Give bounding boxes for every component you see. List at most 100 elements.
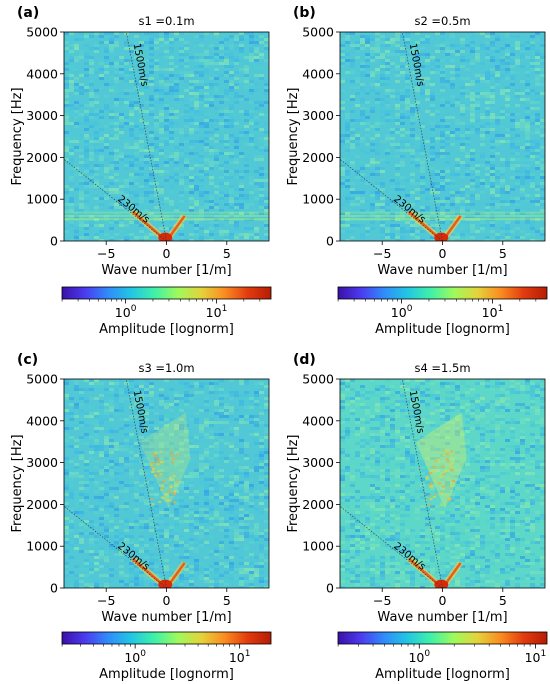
speed-line (126, 379, 167, 588)
colorbar-tick-exp: 1 (498, 304, 504, 314)
colorbar-tick-exp: 1 (540, 649, 546, 659)
hot-spot (158, 579, 173, 588)
colorbar-label: Amplitude [lognorm] (99, 322, 234, 337)
spectrogram-image (64, 379, 269, 588)
panel-title: s3 =1.0m (138, 361, 194, 375)
y-tick-label: 1000 (26, 539, 58, 554)
y-tick-label: 4000 (302, 413, 334, 428)
colorbar-tick-label: 100 (115, 304, 137, 320)
colorbar-gradient (61, 631, 272, 645)
y-tick-label: 0 (50, 581, 58, 596)
speed-line (340, 506, 443, 588)
colorbar-label: Amplitude [lognorm] (375, 667, 510, 682)
x-tick-label: −5 (373, 246, 391, 261)
colorbar-gradient (337, 631, 548, 645)
colorbar-tick-label: 100 (408, 649, 430, 665)
x-tick-label: −5 (373, 593, 391, 608)
hot-spot (158, 232, 173, 241)
y-tick-label: 0 (50, 234, 58, 249)
y-tick-label: 0 (326, 581, 334, 596)
colorbar-gradient (337, 286, 548, 300)
panel-title: s2 =0.5m (414, 14, 470, 28)
speed-line (402, 379, 443, 588)
colorbar-tick-base: 10 (482, 305, 498, 320)
y-tick-label: 5000 (26, 372, 58, 387)
panel-title: s1 =0.1m (138, 14, 194, 28)
hot-spot (434, 232, 449, 241)
y-tick-label: 1000 (26, 192, 58, 207)
speed-line (402, 32, 443, 241)
y-axis-label: Frequency [Hz] (286, 87, 301, 185)
y-tick-label: 4000 (26, 413, 58, 428)
colorbar-tick-exp: 1 (222, 304, 228, 314)
x-axis-label: Wave number [1/m] (101, 610, 231, 625)
y-axis-label: Frequency [Hz] (10, 87, 25, 185)
y-tick-label: 2000 (26, 497, 58, 512)
y-tick-label: 3000 (26, 455, 58, 470)
colorbar-label: Amplitude [lognorm] (375, 322, 510, 337)
hot-spot (434, 579, 449, 588)
y-tick-label: 4000 (26, 66, 58, 81)
y-tick-label: 5000 (302, 372, 334, 387)
x-axis-label: Wave number [1/m] (377, 610, 507, 625)
spectrogram-image (340, 32, 545, 241)
y-tick-label: 1000 (302, 539, 334, 554)
y-tick-label: 5000 (302, 25, 334, 40)
colorbar-tick-base: 10 (525, 650, 541, 665)
speed-line (126, 32, 167, 241)
panel-label: (d) (293, 352, 316, 368)
spectrogram-image (340, 379, 545, 588)
speed-line (64, 506, 167, 588)
x-tick-label: 0 (439, 246, 447, 261)
colorbar-tick-label: 101 (229, 649, 251, 665)
colorbar-label: Amplitude [lognorm] (99, 667, 234, 682)
y-tick-label: 2000 (302, 150, 334, 165)
spectrogram-image (64, 32, 269, 241)
colorbar-tick-base: 10 (391, 305, 407, 320)
x-axis-label: Wave number [1/m] (101, 263, 231, 278)
x-tick-label: −5 (97, 593, 115, 608)
colorbar-tick-base: 10 (115, 305, 131, 320)
colorbar-tick-label: 101 (525, 649, 547, 665)
x-tick-label: 5 (223, 593, 231, 608)
colorbar-tick-label: 101 (482, 304, 504, 320)
panel-label: (c) (17, 352, 38, 368)
colorbar-tick-exp: 0 (424, 649, 430, 659)
panel-title: s4 =1.5m (414, 361, 470, 375)
y-axis-label: Frequency [Hz] (10, 434, 25, 532)
x-tick-label: 0 (163, 246, 171, 261)
y-tick-label: 0 (326, 234, 334, 249)
y-axis-label: Frequency [Hz] (286, 434, 301, 532)
colorbar-tick-label: 100 (391, 304, 413, 320)
colorbar-tick-label: 101 (206, 304, 228, 320)
colorbar-tick-exp: 0 (131, 304, 137, 314)
x-tick-label: 5 (223, 246, 231, 261)
x-tick-label: 5 (499, 246, 507, 261)
y-tick-label: 2000 (302, 497, 334, 512)
x-axis-label: Wave number [1/m] (377, 263, 507, 278)
colorbar-tick-base: 10 (229, 650, 245, 665)
colorbar-tick-exp: 0 (140, 649, 146, 659)
y-tick-label: 5000 (26, 25, 58, 40)
colorbar-tick-label: 100 (124, 649, 146, 665)
colorbar-tick-base: 10 (124, 650, 140, 665)
colorbar-gradient (61, 286, 272, 300)
y-tick-label: 3000 (302, 455, 334, 470)
colorbar-tick-exp: 1 (245, 649, 251, 659)
speed-line (64, 159, 167, 241)
colorbar-tick-base: 10 (206, 305, 222, 320)
x-tick-label: −5 (97, 246, 115, 261)
x-tick-label: 5 (499, 593, 507, 608)
y-tick-label: 4000 (302, 66, 334, 81)
colorbar-tick-exp: 0 (407, 304, 413, 314)
x-tick-label: 0 (439, 593, 447, 608)
y-tick-label: 3000 (302, 108, 334, 123)
